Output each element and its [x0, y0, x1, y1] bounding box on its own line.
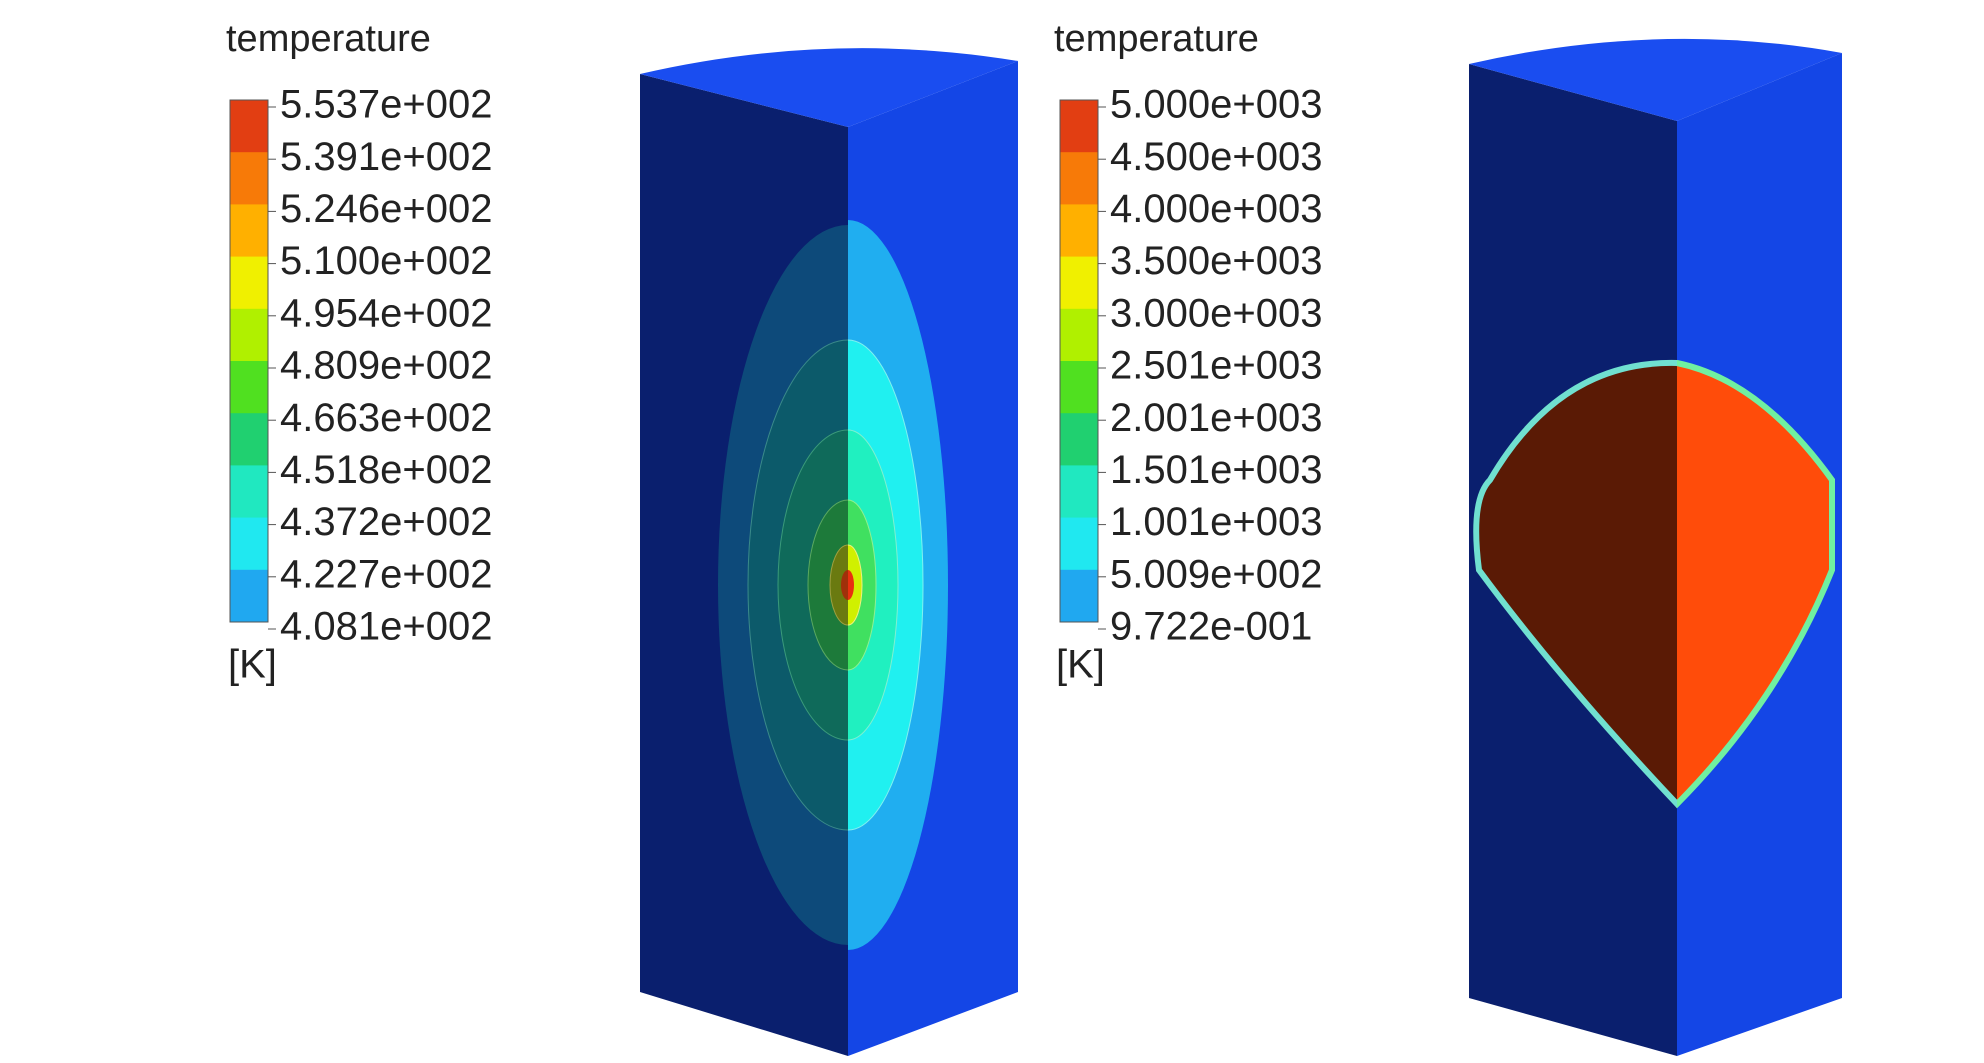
color-band [230, 465, 268, 519]
color-band [230, 361, 268, 414]
legend-label: 3.500e+003 [1110, 239, 1322, 283]
legend-label: 5.391e+002 [280, 135, 492, 179]
legend-label: 4.663e+002 [280, 396, 492, 440]
color-band [230, 100, 268, 153]
legend-label: 4.809e+002 [280, 344, 492, 388]
color-bar-frame [1059, 99, 1099, 623]
color-band [1060, 413, 1098, 466]
legend-label: 4.954e+002 [280, 291, 492, 335]
color-band [230, 308, 268, 362]
legend-label: 5.100e+002 [280, 239, 492, 283]
legend-label: 9.722e-001 [1110, 605, 1312, 649]
legend-label: 1.501e+003 [1110, 448, 1322, 492]
color-band [1060, 569, 1098, 623]
color-band [230, 517, 268, 571]
color-band [230, 152, 268, 205]
legend-label: 1.001e+003 [1110, 500, 1322, 544]
legend-label: 2.501e+003 [1110, 344, 1322, 388]
legend-title: temperature [1054, 18, 1259, 60]
legend-label: 5.009e+002 [1110, 552, 1322, 596]
color-band [1060, 361, 1098, 414]
color-band [1060, 152, 1098, 205]
legend-unit: [K] [1056, 643, 1105, 687]
legend-label: 4.227e+002 [280, 552, 492, 596]
model-left [640, 48, 1018, 1056]
legend-label: 4.081e+002 [280, 605, 492, 649]
color-band [230, 204, 268, 258]
legend-label: 2.001e+003 [1110, 396, 1322, 440]
legend-unit: [K] [228, 643, 277, 687]
color-band [230, 413, 268, 466]
color-band [230, 569, 268, 623]
legend-label: 5.000e+003 [1110, 83, 1322, 127]
legend-label: 5.537e+002 [280, 83, 492, 127]
legend-label: 4.000e+003 [1110, 187, 1322, 231]
legend-label: 4.500e+003 [1110, 135, 1322, 179]
color-bar-frame [229, 99, 269, 623]
legends: temperature 5.537e+002 5.391e+002 5.246e+00… [226, 18, 1322, 687]
color-band [1060, 517, 1098, 571]
color-band [1060, 204, 1098, 258]
legend-title: temperature [226, 18, 431, 60]
legend-label: 3.000e+003 [1110, 291, 1322, 335]
legend-label: 4.518e+002 [280, 448, 492, 492]
model-right [1469, 38, 1842, 1056]
color-band [230, 256, 268, 310]
legend-label: 4.372e+002 [280, 500, 492, 544]
color-band [1060, 308, 1098, 362]
color-band [1060, 465, 1098, 519]
color-band [1060, 256, 1098, 310]
color-band [1060, 100, 1098, 153]
legend-label: 5.246e+002 [280, 187, 492, 231]
